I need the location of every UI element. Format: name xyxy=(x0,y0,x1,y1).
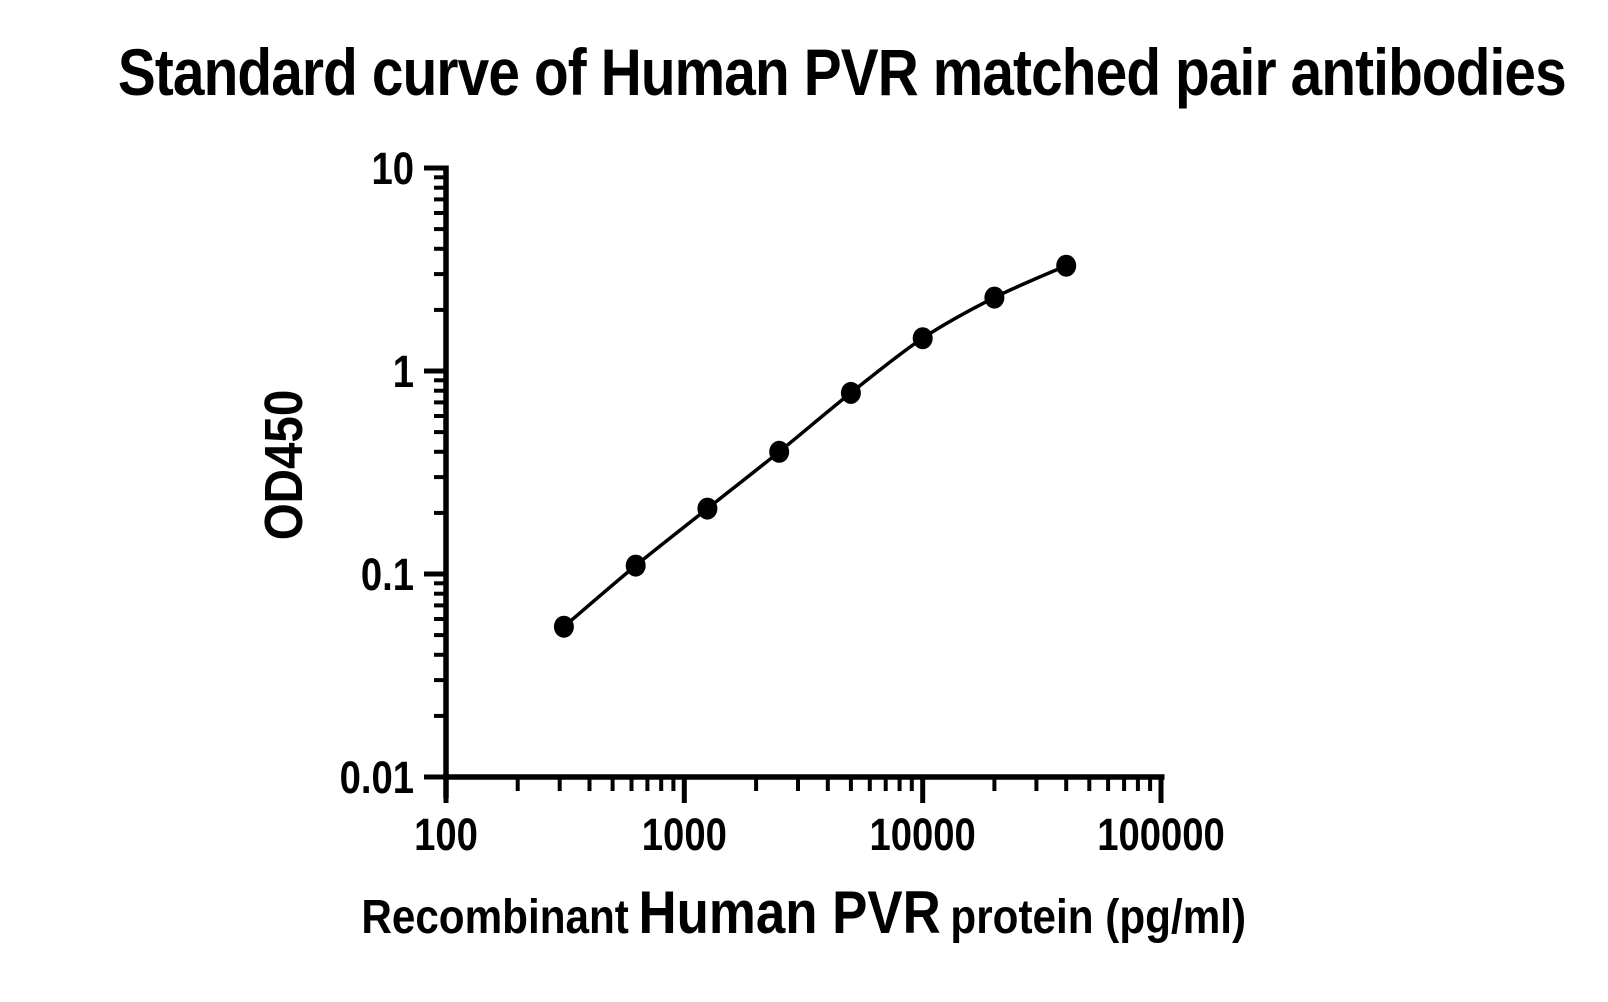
x-axis-tick-label: 10000 xyxy=(870,809,976,860)
y-axis-tick-label: 0.01 xyxy=(340,752,414,803)
chart-title-row: Standard curve of Human PVR matched pair… xyxy=(0,34,1608,110)
x-axis-label: Recombinant Human PVR protein (pg/ml) xyxy=(362,878,1247,947)
data-point-marker xyxy=(553,615,574,638)
x-axis-tick-label: 1000 xyxy=(642,809,727,860)
x-axis-tick-label: 100 xyxy=(414,809,478,860)
data-point-marker xyxy=(840,381,861,404)
y-axis-tick-label: 10 xyxy=(371,143,414,194)
x-axis-label-prefix: Recombinant xyxy=(361,891,630,944)
chart-title: Standard curve of Human PVR matched pair… xyxy=(117,35,1567,109)
x-axis-label-emphasis: Human PVR xyxy=(638,879,942,946)
y-axis-tick-label: 1 xyxy=(393,346,414,397)
data-point-marker xyxy=(697,497,718,520)
data-point-marker xyxy=(984,286,1005,309)
x-axis-label-row: Recombinant Human PVR protein (pg/ml) xyxy=(0,878,1608,947)
x-axis-tick-label: 100000 xyxy=(1097,809,1225,860)
data-point-marker xyxy=(912,327,933,350)
x-axis-label-suffix: protein (pg/ml) xyxy=(950,891,1247,944)
y-axis-tick-label: 0.1 xyxy=(361,549,414,600)
data-point-marker xyxy=(769,440,790,463)
data-point-marker xyxy=(1056,254,1077,277)
y-axis-label: OD450 xyxy=(254,389,314,541)
data-point-marker xyxy=(625,554,646,577)
